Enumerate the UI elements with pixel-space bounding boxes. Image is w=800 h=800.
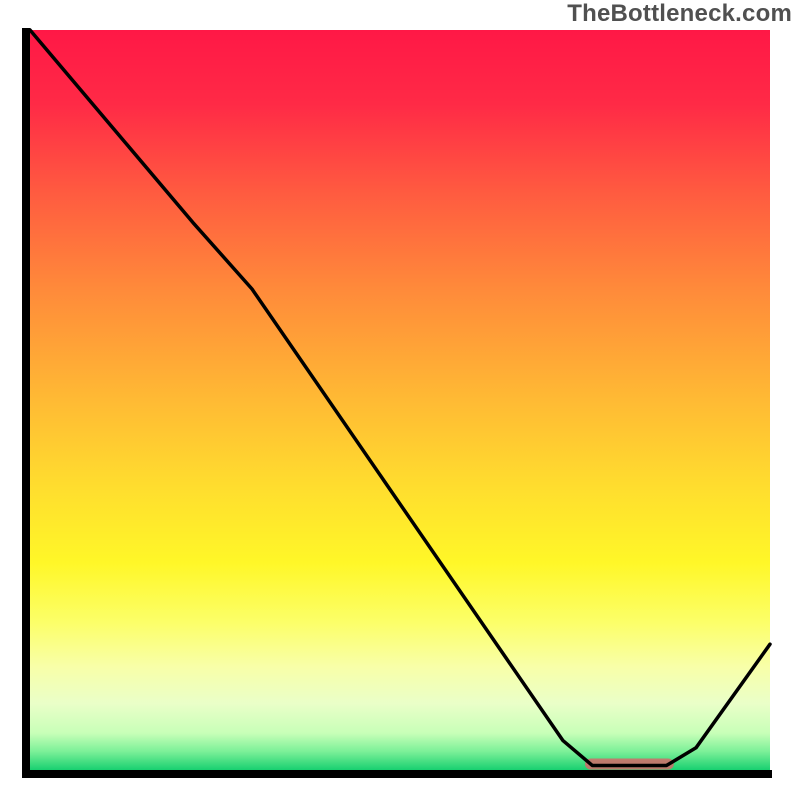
watermark-text: TheBottleneck.com (567, 0, 792, 28)
x-axis-frame (22, 770, 772, 778)
plot-background (30, 30, 770, 770)
y-axis-frame (22, 28, 30, 778)
chart-svg (0, 0, 800, 800)
figure-root: TheBottleneck.com (0, 0, 800, 800)
